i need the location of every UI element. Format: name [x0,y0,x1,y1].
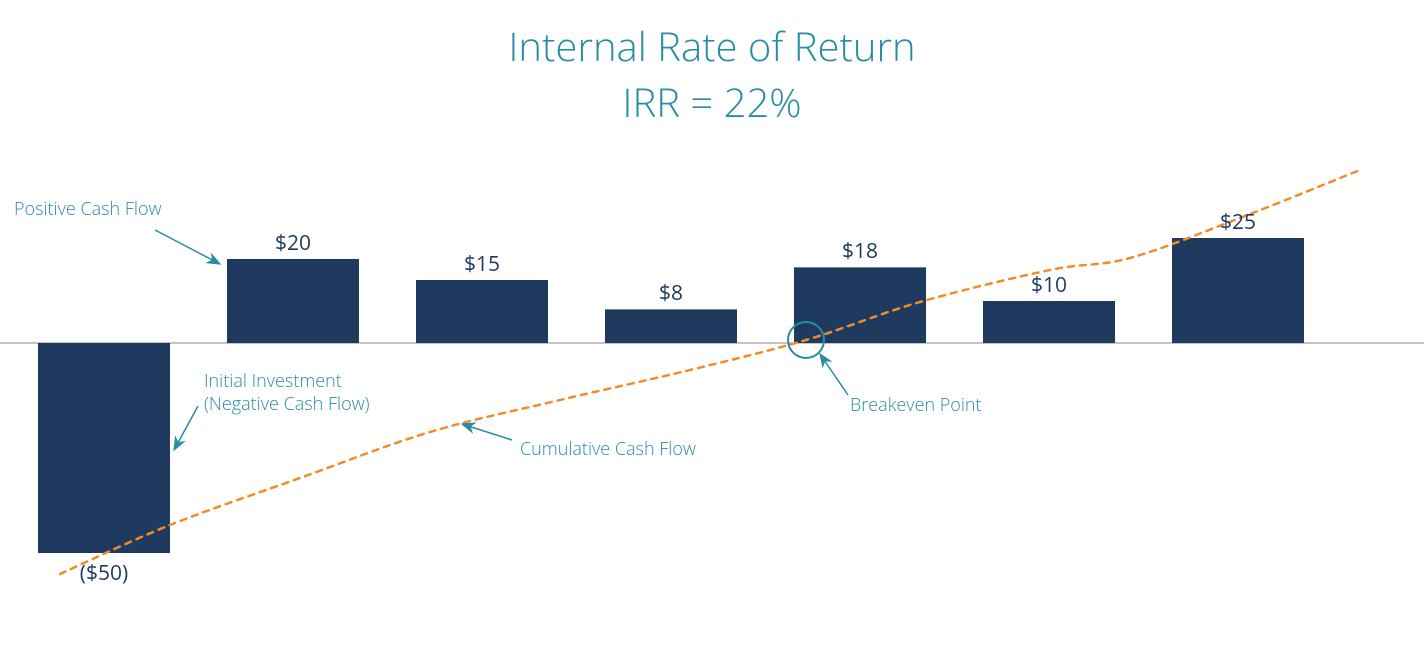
annotation-text: (Negative Cash Flow) [204,392,370,416]
bar-label: $15 [416,250,548,278]
annotation-breakeven: Breakeven Point [850,394,982,417]
bar-label: $20 [227,229,359,257]
arrow-cumulative-cash-flow [462,424,512,440]
annotation-initial-investment: Initial Investment (Negative Cash Flow) [204,370,370,417]
arrow-positive-cash-flow [155,230,220,264]
bar-label: $10 [983,271,1115,299]
irr-chart [0,0,1424,656]
annotation-text: Breakeven Point [850,393,982,417]
annotation-cumulative-cash-flow: Cumulative Cash Flow [520,438,696,461]
bar-label: $8 [605,279,737,307]
bar-label: $18 [794,237,926,265]
annotation-text: Positive Cash Flow [14,197,162,221]
bar [227,259,359,343]
bar [1172,238,1304,343]
bar-label: ($50) [38,559,170,587]
annotation-text: Initial Investment [204,369,342,393]
arrow-breakeven [820,354,848,395]
annotation-positive-cash-flow: Positive Cash Flow [14,198,162,221]
bar [983,301,1115,343]
annotation-text: Cumulative Cash Flow [520,437,696,461]
bar-label: $25 [1172,208,1304,236]
bar [38,343,170,553]
bar [605,309,737,343]
arrow-initial-investment [174,406,198,450]
bar [416,280,548,343]
